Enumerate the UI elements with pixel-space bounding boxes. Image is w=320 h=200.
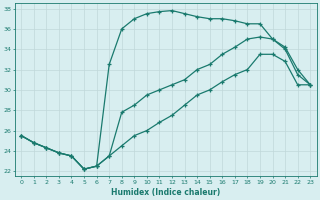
X-axis label: Humidex (Indice chaleur): Humidex (Indice chaleur) xyxy=(111,188,220,197)
